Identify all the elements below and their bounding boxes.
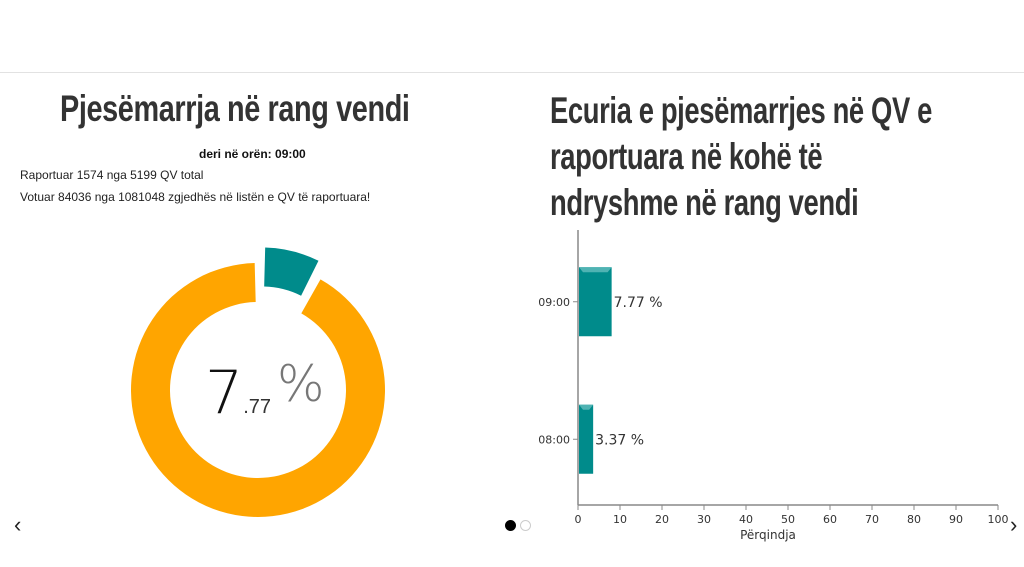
x-tick-label: 70 <box>865 513 879 526</box>
participation-title: Pjesëmarrja në rang vendi <box>60 88 410 129</box>
value-percent-sign: % <box>277 355 325 413</box>
trend-title: Ecuria e pjesëmarrjes në QV e raportuara… <box>550 88 932 226</box>
carousel-dot-active[interactable] <box>505 520 516 531</box>
x-tick-label: 10 <box>613 513 627 526</box>
trend-title-line: raportuara në kohë të <box>550 136 823 177</box>
x-axis-label: Përqindja <box>740 528 796 542</box>
y-tick-label: 09:00 <box>538 296 570 309</box>
value-decimal: .77 <box>243 396 271 418</box>
x-tick-label: 100 <box>988 513 1009 526</box>
x-tick-label: 30 <box>697 513 711 526</box>
donut-slice-0[interactable] <box>264 247 319 296</box>
voters-text: Votuar 84036 nga 1081048 zgjedhës në lis… <box>20 190 371 204</box>
x-tick-label: 40 <box>739 513 753 526</box>
x-tick-label: 80 <box>907 513 921 526</box>
x-tick-label: 0 <box>575 513 582 526</box>
x-tick-label: 90 <box>949 513 963 526</box>
trend-bar-chart: 0 10 20 30 40 50 60 70 80 90 100 Përqindja 09:00 7.77… <box>538 230 1009 542</box>
bar-data-label: 7.77 % <box>614 295 663 311</box>
carousel-dot[interactable] <box>520 520 531 531</box>
x-tick-label: 50 <box>781 513 795 526</box>
time-subtitle: deri në orën: 09:00 <box>199 147 306 161</box>
bar-08:00[interactable] <box>579 404 594 474</box>
reported-stations-text: Raportuar 1574 nga 5199 QV total <box>20 168 204 182</box>
carousel-next-button[interactable]: › <box>1010 512 1018 537</box>
y-tick-label: 08:00 <box>538 433 570 446</box>
donut-center-value: 7.77% <box>205 355 325 428</box>
bar-highlight <box>579 404 594 410</box>
participation-donut <box>131 247 386 517</box>
carousel-prev-button[interactable]: ‹ <box>14 512 22 537</box>
x-tick-label: 20 <box>655 513 669 526</box>
donut-slice-1[interactable] <box>131 263 386 517</box>
bar-highlight <box>579 267 612 273</box>
header-divider <box>0 72 1024 73</box>
bar-data-label: 3.37 % <box>595 432 644 448</box>
x-tick-label: 60 <box>823 513 837 526</box>
trend-title-line: ndryshme në rang vendi <box>550 182 859 223</box>
trend-title-line: Ecuria e pjesëmarrjes në QV e <box>550 90 932 131</box>
bar-09:00[interactable] <box>579 267 612 337</box>
value-integer: 7 <box>205 358 244 428</box>
